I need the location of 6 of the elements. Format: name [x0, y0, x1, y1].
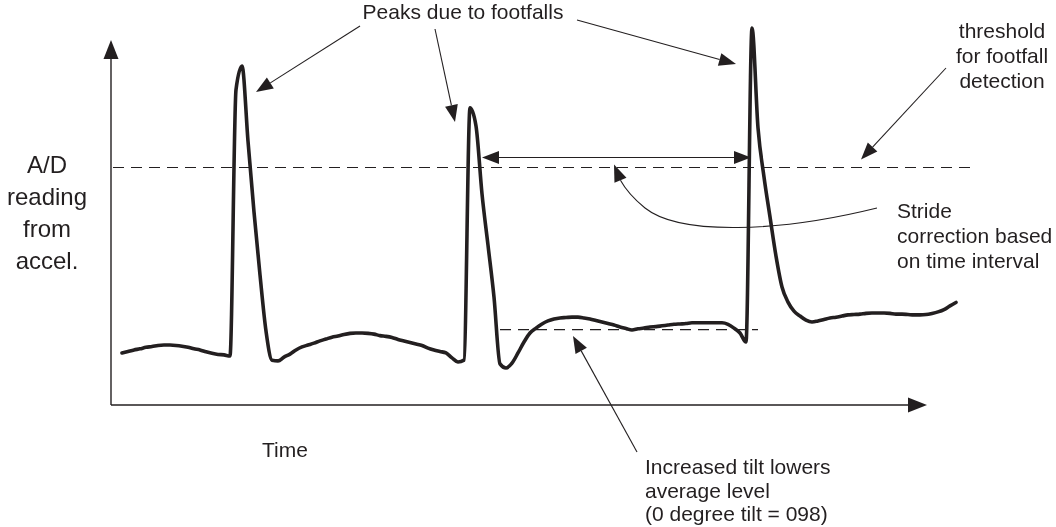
x-axis-title: Time — [262, 438, 308, 461]
text: Peaks due to footfalls — [362, 0, 564, 23]
annotation: Stride correction based on time interval — [897, 199, 1053, 272]
ref-line-label: threshold for footfall detection — [955, 19, 1049, 92]
text: Increased tilt lowers average level (0 degree tilt = 098) — [645, 455, 831, 525]
y-axis-title: A/D reading from accel. — [6, 151, 88, 274]
